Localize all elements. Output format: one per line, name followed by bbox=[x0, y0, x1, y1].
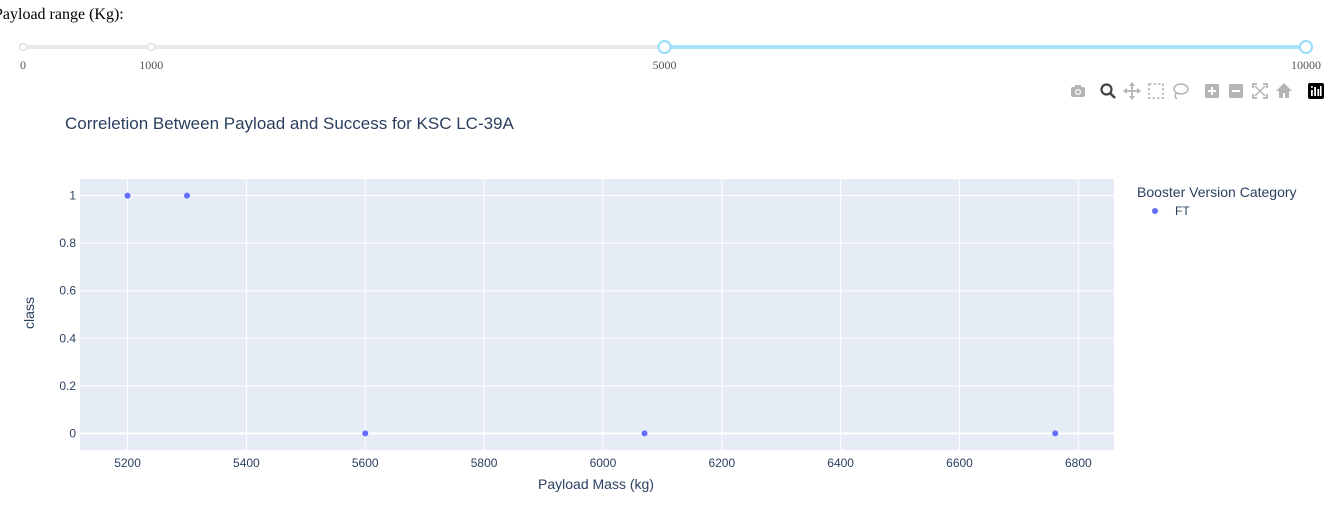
slider-label: Payload range (Kg): bbox=[0, 6, 124, 23]
data-point[interactable] bbox=[124, 192, 131, 199]
y-tick-label: 0.2 bbox=[59, 379, 76, 393]
x-tick-label: 5800 bbox=[471, 456, 498, 470]
zoom-icon[interactable] bbox=[1098, 81, 1118, 101]
pan-icon[interactable] bbox=[1122, 81, 1142, 101]
data-point[interactable] bbox=[641, 430, 648, 437]
x-tick-label: 6800 bbox=[1065, 456, 1092, 470]
slider-mark-label[interactable]: 5000 bbox=[653, 58, 677, 72]
zoom-in-icon[interactable] bbox=[1202, 81, 1222, 101]
x-tick-label: 6400 bbox=[827, 456, 854, 470]
scatter-chart: Correletion Between Payload and Success … bbox=[21, 114, 1297, 492]
legend-item-label[interactable]: FT bbox=[1175, 204, 1190, 218]
y-tick-label: 1 bbox=[69, 189, 76, 203]
x-tick-label: 6000 bbox=[590, 456, 617, 470]
reset-axes-icon[interactable] bbox=[1274, 81, 1294, 101]
gridlines bbox=[80, 179, 1114, 450]
legend: FT bbox=[1152, 204, 1190, 218]
box-select-icon[interactable] bbox=[1146, 81, 1166, 101]
zoom-out-icon[interactable] bbox=[1226, 81, 1246, 101]
legend-title: Booster Version Category bbox=[1137, 184, 1297, 200]
payload-range-slider[interactable]: 0 1000 5000 10000 bbox=[0, 30, 1339, 80]
slider-handle-low[interactable] bbox=[657, 40, 672, 54]
y-tick-label: 0.8 bbox=[59, 236, 76, 250]
y-tick-label: 0.4 bbox=[59, 331, 76, 345]
autoscale-icon[interactable] bbox=[1250, 81, 1270, 101]
plot-area[interactable] bbox=[80, 179, 1114, 450]
slider-mark-label[interactable]: 10000 bbox=[1291, 58, 1321, 72]
x-tick-label: 6200 bbox=[708, 456, 735, 470]
y-tick-label: 0 bbox=[69, 426, 76, 440]
data-point[interactable] bbox=[183, 192, 190, 199]
plotly-logo-icon[interactable] bbox=[1306, 81, 1326, 101]
data-point[interactable] bbox=[1052, 430, 1059, 437]
camera-icon[interactable] bbox=[1068, 81, 1088, 101]
slider-mark-dot[interactable] bbox=[147, 42, 156, 52]
chart-title: Correletion Between Payload and Success … bbox=[65, 114, 515, 133]
x-tick-label: 5400 bbox=[233, 456, 260, 470]
data-point[interactable] bbox=[362, 430, 369, 437]
lasso-select-icon[interactable] bbox=[1170, 81, 1190, 101]
modebar bbox=[1066, 81, 1331, 101]
slider-handle-high[interactable] bbox=[1299, 40, 1313, 54]
x-tick-label: 5600 bbox=[352, 456, 379, 470]
slider-mark-label[interactable]: 0 bbox=[20, 58, 26, 72]
legend-marker[interactable] bbox=[1152, 208, 1158, 214]
x-tick-label: 6600 bbox=[946, 456, 973, 470]
x-axis-title: Payload Mass (kg) bbox=[538, 476, 654, 492]
y-tick-label: 0.6 bbox=[59, 284, 76, 298]
y-axis-title: class bbox=[21, 297, 37, 329]
series-ft bbox=[124, 192, 1059, 437]
slider-mark-dot[interactable] bbox=[18, 42, 28, 52]
slider-mark-label[interactable]: 1000 bbox=[139, 58, 163, 72]
x-tick-label: 5200 bbox=[114, 456, 141, 470]
